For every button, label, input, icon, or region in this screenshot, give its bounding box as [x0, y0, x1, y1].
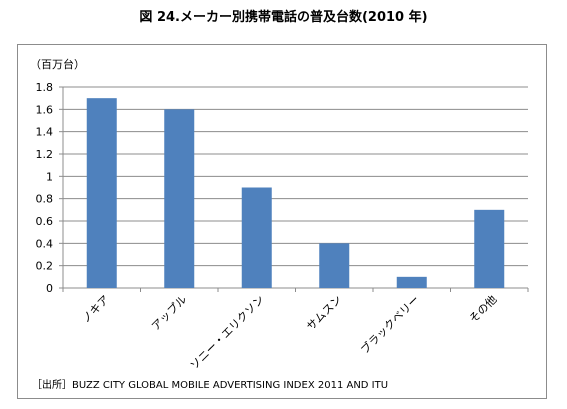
- y-axis-unit-label: （百万台）: [30, 57, 85, 71]
- x-tick-label: アップル: [149, 293, 189, 333]
- y-tick-label: 0: [46, 282, 53, 295]
- bar: [241, 187, 272, 288]
- x-tick-label: ブラックベリー: [358, 292, 422, 356]
- bar: [164, 109, 195, 288]
- bar: [396, 276, 427, 288]
- y-tick-label: 0.2: [36, 260, 54, 273]
- bar: [86, 98, 117, 289]
- y-tick-label: 0.4: [36, 237, 54, 250]
- x-tick-label: ソニー・エリクソン: [188, 293, 267, 372]
- x-tick-label: ノキア: [79, 293, 112, 326]
- y-tick-label: 1: [46, 170, 53, 183]
- figure-title: 図 24.メーカー別携帯電話の普及台数(2010 年): [139, 10, 428, 25]
- x-tick-label: その他: [467, 293, 500, 326]
- y-tick-label: 0.8: [36, 193, 54, 206]
- y-tick-label: 1.4: [36, 126, 54, 139]
- y-tick-label: 1.6: [36, 103, 54, 116]
- y-tick-label: 0.6: [36, 215, 54, 228]
- y-tick-label: 1.8: [36, 81, 54, 94]
- x-tick-label: サムスン: [304, 293, 344, 333]
- source-note: ［出所］BUZZ CITY GLOBAL MOBILE ADVERTISING …: [32, 380, 389, 391]
- bar: [319, 243, 350, 288]
- bar: [474, 209, 505, 288]
- y-tick-label: 1.2: [36, 148, 54, 161]
